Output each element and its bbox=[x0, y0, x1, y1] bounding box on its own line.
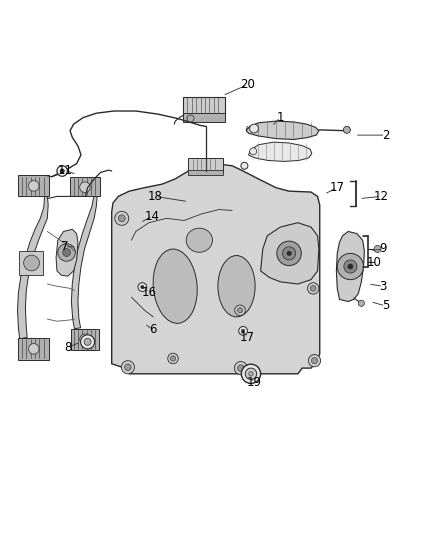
Text: 11: 11 bbox=[57, 164, 72, 176]
Circle shape bbox=[358, 300, 364, 306]
Bar bbox=[183, 113, 225, 122]
Circle shape bbox=[308, 354, 321, 367]
Circle shape bbox=[141, 285, 144, 289]
Text: 19: 19 bbox=[247, 376, 261, 389]
Polygon shape bbox=[261, 223, 319, 284]
Text: 18: 18 bbox=[148, 190, 163, 203]
Circle shape bbox=[84, 338, 91, 345]
Text: 7: 7 bbox=[61, 240, 69, 253]
Circle shape bbox=[310, 286, 316, 291]
Text: 9: 9 bbox=[379, 243, 387, 255]
Circle shape bbox=[187, 115, 194, 122]
Text: 3: 3 bbox=[380, 280, 387, 293]
Circle shape bbox=[80, 334, 90, 344]
Circle shape bbox=[235, 305, 245, 316]
Text: 1: 1 bbox=[276, 111, 284, 124]
Circle shape bbox=[241, 364, 261, 383]
Text: 14: 14 bbox=[145, 209, 160, 223]
Circle shape bbox=[343, 126, 350, 133]
Circle shape bbox=[241, 162, 248, 169]
Circle shape bbox=[170, 356, 176, 361]
Text: 20: 20 bbox=[240, 78, 255, 91]
Polygon shape bbox=[56, 229, 78, 276]
Circle shape bbox=[60, 169, 64, 173]
Text: 16: 16 bbox=[141, 286, 156, 300]
Circle shape bbox=[58, 244, 75, 261]
Circle shape bbox=[124, 364, 131, 370]
Bar bbox=[70, 177, 100, 197]
Circle shape bbox=[277, 241, 301, 265]
Circle shape bbox=[348, 264, 353, 269]
Circle shape bbox=[80, 182, 90, 192]
Text: 10: 10 bbox=[367, 256, 382, 269]
Ellipse shape bbox=[186, 228, 212, 252]
Text: 17: 17 bbox=[330, 181, 345, 194]
Circle shape bbox=[81, 335, 95, 349]
Circle shape bbox=[344, 260, 357, 273]
Bar bbox=[18, 338, 49, 360]
Circle shape bbox=[287, 251, 291, 255]
Circle shape bbox=[374, 246, 381, 253]
Circle shape bbox=[63, 248, 71, 256]
Text: 12: 12 bbox=[374, 190, 389, 203]
Circle shape bbox=[337, 253, 364, 280]
Text: 8: 8 bbox=[64, 341, 71, 354]
Text: 2: 2 bbox=[381, 128, 389, 142]
Ellipse shape bbox=[218, 255, 255, 317]
Ellipse shape bbox=[153, 249, 197, 324]
Circle shape bbox=[249, 372, 253, 376]
Circle shape bbox=[168, 353, 178, 364]
Bar bbox=[71, 329, 99, 350]
Text: 6: 6 bbox=[148, 323, 156, 336]
Circle shape bbox=[250, 148, 257, 155]
Circle shape bbox=[245, 368, 257, 379]
Polygon shape bbox=[246, 121, 319, 140]
Circle shape bbox=[283, 247, 296, 260]
Circle shape bbox=[28, 181, 39, 191]
Circle shape bbox=[121, 361, 134, 374]
Circle shape bbox=[57, 166, 67, 176]
Circle shape bbox=[237, 365, 244, 372]
Circle shape bbox=[138, 282, 147, 292]
Text: 5: 5 bbox=[382, 300, 389, 312]
Bar bbox=[188, 158, 223, 171]
Circle shape bbox=[234, 361, 247, 375]
Polygon shape bbox=[112, 164, 320, 374]
Bar bbox=[183, 96, 225, 114]
Bar bbox=[18, 175, 49, 197]
Text: 17: 17 bbox=[240, 331, 255, 344]
Circle shape bbox=[250, 124, 258, 133]
Circle shape bbox=[311, 358, 318, 364]
Circle shape bbox=[237, 308, 243, 313]
Bar bbox=[19, 251, 43, 275]
Circle shape bbox=[115, 211, 129, 225]
Circle shape bbox=[28, 344, 39, 354]
Polygon shape bbox=[336, 231, 364, 302]
Bar bbox=[188, 170, 223, 175]
Circle shape bbox=[239, 327, 247, 335]
Polygon shape bbox=[71, 194, 97, 329]
Circle shape bbox=[24, 255, 39, 271]
Polygon shape bbox=[18, 194, 48, 339]
Circle shape bbox=[241, 329, 245, 333]
Polygon shape bbox=[249, 142, 312, 161]
Circle shape bbox=[307, 282, 319, 294]
Circle shape bbox=[118, 215, 125, 222]
